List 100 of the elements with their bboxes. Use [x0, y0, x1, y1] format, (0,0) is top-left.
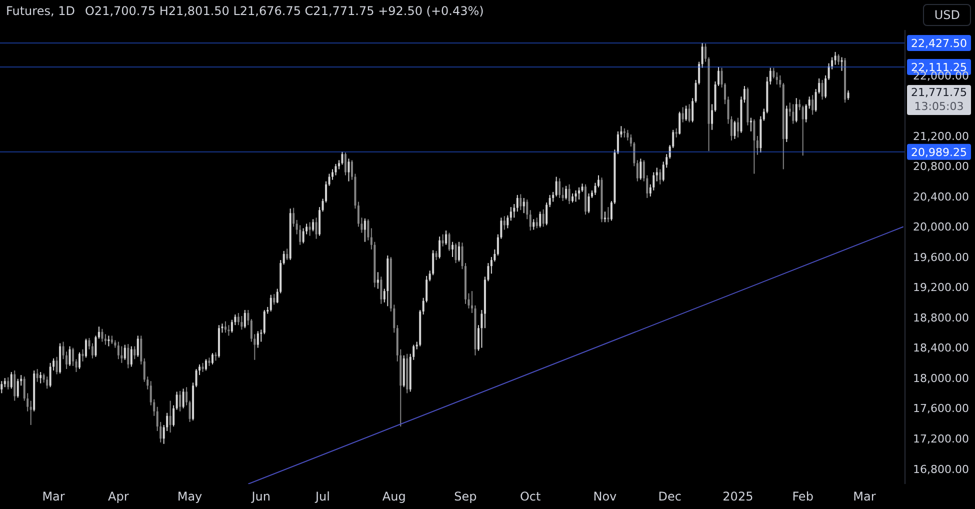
y-tick-label: 20,000.00	[913, 220, 969, 234]
candlestick	[188, 400, 191, 422]
candlestick	[130, 346, 132, 368]
candlestick	[454, 242, 457, 264]
candlestick	[795, 98, 798, 123]
candlestick	[792, 104, 794, 124]
candlestick	[292, 207, 295, 228]
ref-line-label: 22,427.50	[911, 37, 967, 50]
x-tick-label: Mar	[42, 490, 65, 504]
candlestick	[270, 294, 272, 312]
candlestick	[120, 346, 123, 364]
candlestick	[536, 217, 538, 229]
candlestick	[68, 346, 71, 366]
candlestick	[172, 404, 175, 427]
candlestick	[692, 98, 694, 123]
candlestick	[14, 370, 16, 402]
y-tick-label: 20,800.00	[913, 160, 969, 174]
candlestick	[435, 250, 438, 261]
candlestick	[341, 151, 344, 166]
candlestick	[56, 356, 58, 375]
x-tick-label: Dec	[658, 490, 682, 504]
candlestick	[376, 272, 379, 290]
candlestick	[480, 309, 483, 348]
candlestick	[124, 344, 126, 360]
candlestick	[273, 294, 276, 306]
candlestick	[678, 111, 681, 135]
x-tick-label: Feb	[792, 490, 814, 504]
candlestick	[688, 104, 690, 123]
x-tick-label: Mar	[853, 490, 876, 504]
candlestick	[821, 79, 824, 100]
candlestick	[640, 158, 642, 180]
candlestick	[776, 72, 778, 85]
candlestick	[101, 328, 104, 342]
chart-title: Futures, 1D	[6, 4, 75, 18]
candlestick	[510, 206, 512, 222]
y-tick-label: 17,200.00	[913, 432, 969, 446]
candlestick	[555, 176, 558, 197]
candlestick	[202, 362, 204, 373]
y-tick-label: 20,400.00	[913, 190, 969, 204]
candlestick	[506, 214, 509, 229]
candlestick	[7, 376, 10, 390]
candlestick	[604, 211, 606, 223]
candlestick	[84, 338, 87, 358]
candlestick	[367, 218, 370, 241]
candlestick	[176, 391, 178, 410]
candlestick	[526, 198, 528, 220]
candlestick	[548, 194, 551, 208]
x-tick-label: Jun	[250, 490, 270, 504]
candlestick	[364, 218, 366, 242]
candlestick	[802, 105, 804, 156]
y-tick-label: 21,200.00	[913, 130, 969, 143]
candlestick	[626, 129, 629, 141]
candlestick	[516, 194, 518, 212]
candlestick	[711, 104, 714, 130]
candlestick	[104, 334, 106, 346]
candlestick	[211, 352, 214, 365]
candlestick	[558, 178, 561, 198]
candlestick	[108, 335, 110, 347]
candlestick	[302, 228, 304, 244]
candlestick	[328, 173, 330, 186]
candlestick	[78, 352, 80, 370]
candlestick	[607, 206, 610, 223]
candlestick	[237, 312, 240, 326]
candlestick	[769, 67, 772, 85]
candlestick	[247, 309, 250, 326]
candlestick	[228, 324, 230, 336]
candlestick	[685, 105, 688, 122]
candlestick	[344, 152, 346, 176]
candlestick	[308, 222, 311, 236]
y-tick-label: 16,800.00	[913, 462, 969, 476]
y-tick-label: 18,400.00	[913, 342, 969, 355]
x-tick-label: Apr	[108, 490, 129, 504]
candlestick	[562, 186, 564, 202]
y-tick-label: 19,200.00	[913, 281, 969, 294]
candlestick	[46, 376, 48, 390]
candlestick	[282, 250, 285, 266]
candlestick	[522, 197, 525, 214]
candlestick	[117, 341, 120, 360]
text: USD	[923, 4, 971, 26]
candlestick	[568, 184, 570, 205]
candlestick	[808, 96, 810, 110]
candlestick	[195, 368, 198, 388]
candlestick	[572, 192, 574, 204]
candlestick	[334, 163, 337, 176]
y-tick-label: 18,800.00	[913, 311, 969, 324]
ref-line-label: 20,989.25	[911, 146, 967, 159]
x-tick-label: Oct	[520, 490, 542, 504]
candlestick	[574, 190, 577, 202]
candlestick	[136, 335, 139, 358]
candlestick	[824, 74, 827, 99]
candlestick	[675, 128, 678, 138]
candlestick	[458, 241, 460, 262]
candlestick	[779, 74, 782, 88]
candlestick	[750, 117, 752, 132]
candlestick	[565, 185, 568, 200]
candlestick	[834, 51, 836, 66]
candlestick	[91, 342, 94, 359]
candlestick	[4, 378, 6, 388]
candlestick	[240, 316, 243, 330]
candlestick	[286, 248, 288, 261]
